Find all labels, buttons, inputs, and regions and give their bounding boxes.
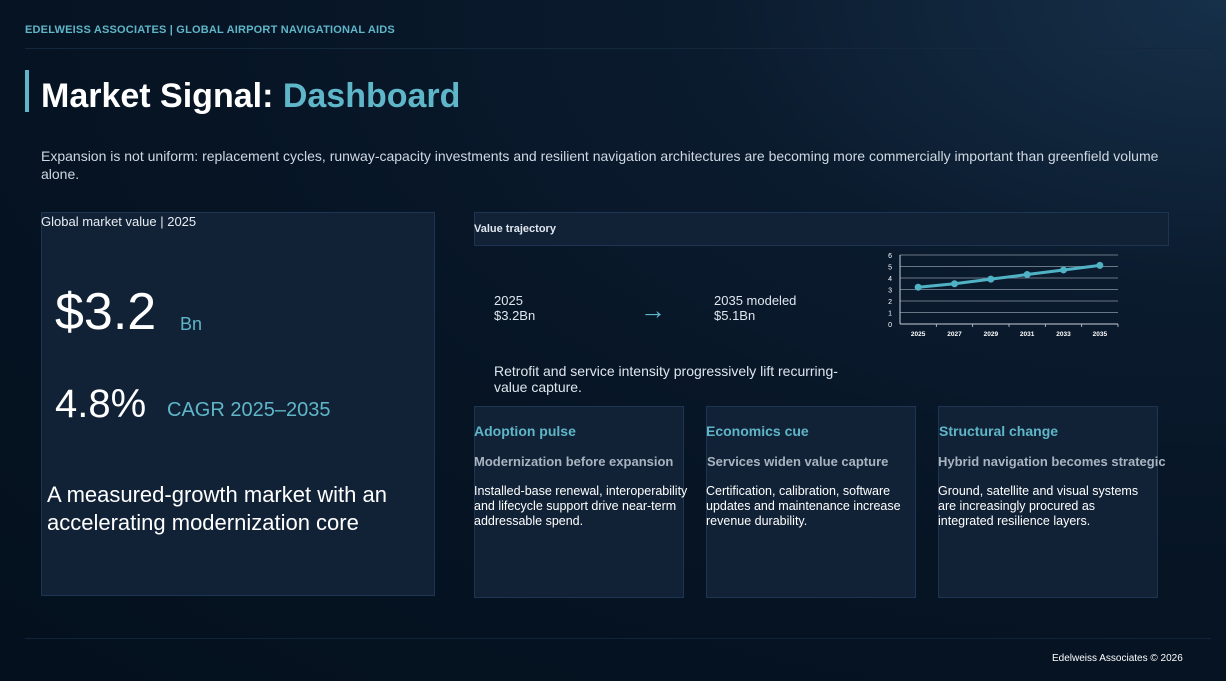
- page-title-main: Market Signal:: [41, 77, 283, 115]
- chart-y-tick-label: 1: [888, 311, 892, 318]
- page-subtitle: Expansion is not uniform: replacement cy…: [41, 148, 1159, 182]
- chart-y-tick-label: 3: [888, 288, 892, 295]
- chart-y-tick-label: 0: [888, 322, 892, 329]
- chart-y-tick-label: 4: [888, 276, 892, 283]
- page-title-accent: Dashboard: [282, 77, 461, 115]
- chart-x-tick-label: 2029: [984, 331, 999, 338]
- card-economics-cue: [706, 406, 916, 598]
- trajectory-note: Retrofit and service intensity progressi…: [494, 363, 838, 395]
- chart-x-tick-label: 2033: [1056, 331, 1071, 338]
- card-body: Ground, satellite and visual systems are…: [938, 484, 1139, 528]
- trajectory-end-value: $5.1Bn: [714, 308, 756, 323]
- chart-y-tick-label: 5: [888, 265, 892, 272]
- chart-x-tick-label: 2025: [911, 331, 926, 338]
- footer-divider: [25, 638, 1211, 639]
- trajectory-arrow-icon: →: [640, 295, 666, 325]
- card-structural-change: [938, 406, 1158, 598]
- chart-x-tick-label: 2035: [1093, 331, 1108, 338]
- chart-data-point: [951, 280, 958, 288]
- card-subtitle: Hybrid navigation becomes strategic: [938, 454, 1166, 469]
- market-value-label: Global market value | 2025: [41, 214, 197, 229]
- trajectory-end: 2035 modeled $5.1Bn: [714, 293, 796, 323]
- chart-data-point: [987, 275, 995, 283]
- card-adoption-pulse: [474, 406, 684, 598]
- trajectory-chart: 0 1 2 3 4 5 6 2025 2027 2029 2031 2033 2035: [888, 253, 1119, 338]
- chart-x-tick-label: 2027: [947, 331, 962, 338]
- card-subtitle: Modernization before expansion: [474, 454, 674, 469]
- page-title: Market Signal: Dashboard: [41, 75, 460, 117]
- cagr-label: CAGR 2025–2035: [167, 399, 331, 421]
- footer-copyright: Edelweiss Associates © 2026: [1052, 653, 1183, 664]
- chart-x-tick-label: 2031: [1020, 331, 1035, 338]
- chart-data-point: [914, 283, 922, 291]
- market-value-unit: Bn: [180, 314, 203, 334]
- card-title: Economics cue: [706, 423, 809, 439]
- cagr-figure: 4.8%: [55, 382, 147, 426]
- chart-data-point: [1060, 266, 1067, 274]
- title-accent-bar: [25, 70, 29, 112]
- card-subtitle: Services widen value capture: [707, 454, 889, 469]
- trajectory-start-year: 2025: [494, 293, 523, 308]
- market-value-figure: $3.2: [55, 283, 157, 341]
- trajectory-end-year: 2035 modeled: [714, 293, 797, 308]
- card-body: Certification, calibration, software upd…: [706, 484, 901, 528]
- chart-data-point: [1096, 261, 1104, 269]
- card-title: Structural change: [939, 423, 1059, 439]
- header-brand: EDELWEISS ASSOCIATES | GLOBAL AIRPORT NA…: [25, 24, 395, 36]
- market-statement: A measured-growth market with an acceler…: [47, 482, 387, 535]
- chart-data-point: [1023, 271, 1031, 279]
- trajectory-start: 2025 $3.2Bn: [494, 293, 535, 323]
- chart-y-tick-label: 6: [888, 253, 892, 260]
- header-divider: [25, 48, 1211, 49]
- chart-y-tick-label: 2: [888, 299, 892, 306]
- value-trajectory-header: [474, 212, 1169, 246]
- card-title: Adoption pulse: [474, 423, 576, 439]
- card-body: Installed-base renewal, interoperability…: [474, 484, 688, 528]
- trajectory-start-value: $3.2Bn: [494, 308, 536, 323]
- value-trajectory-title: Value trajectory: [474, 223, 556, 235]
- market-value-panel: [41, 212, 435, 596]
- chart-series-line: [918, 263, 1101, 289]
